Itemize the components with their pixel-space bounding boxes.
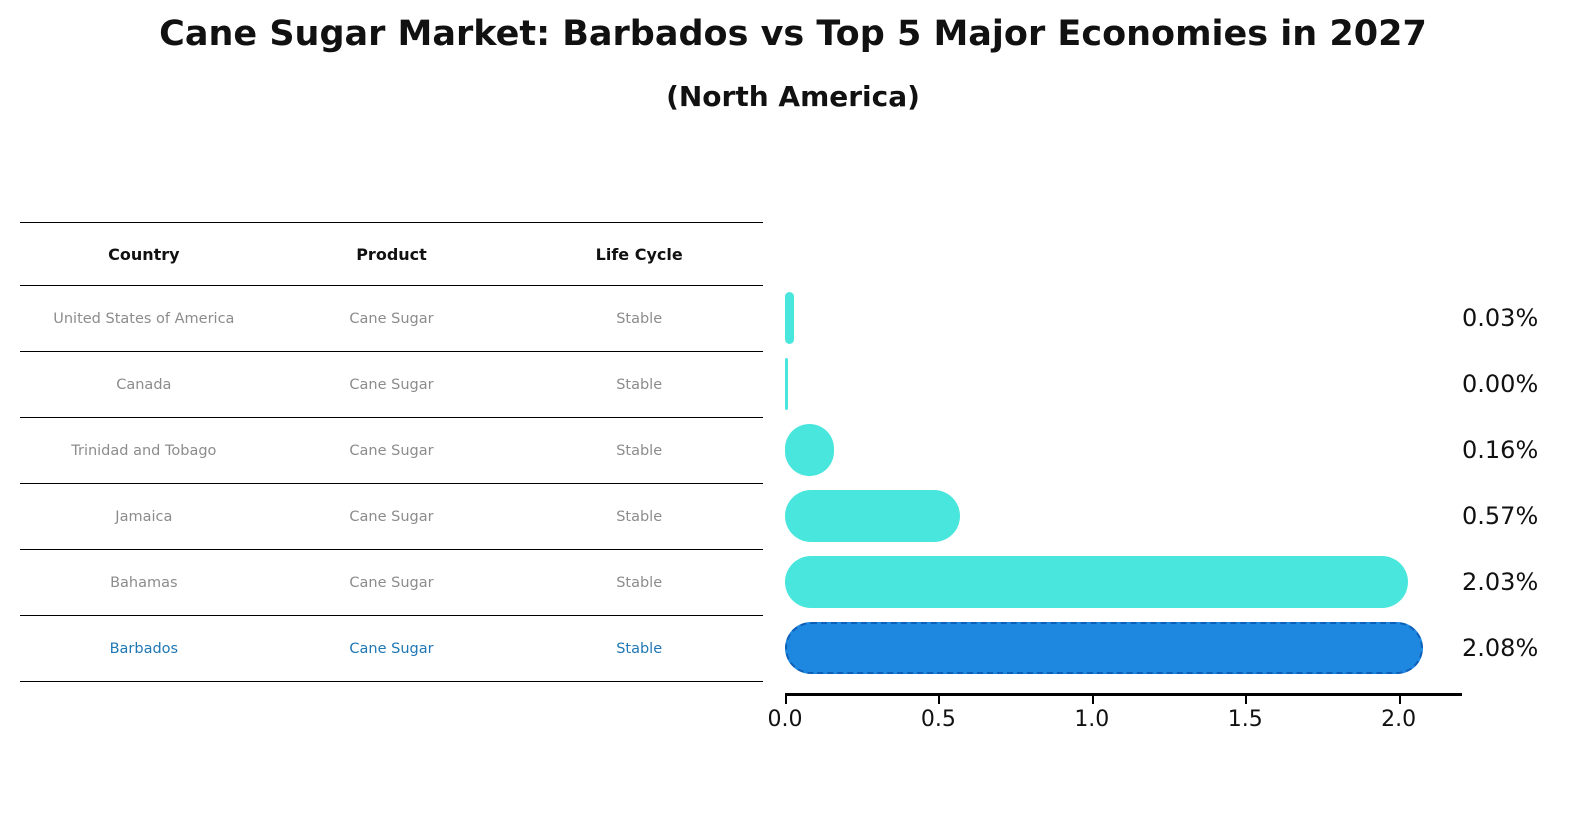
bar-barbados [785, 622, 1424, 674]
chart-title: Cane Sugar Market: Barbados vs Top 5 Maj… [159, 14, 1427, 54]
bar-row [785, 351, 1460, 417]
chart-subtitle: (North America) [666, 80, 920, 113]
table-cell-country: Canada [116, 376, 172, 393]
bar-value-labels: 0.03% 0.00% 0.16% 0.57% 2.03% 2.08% [1462, 285, 1586, 681]
bar-value-label: 2.08% [1462, 634, 1539, 662]
table-row: Jamaica Cane Sugar Stable [20, 484, 763, 549]
table-divider [20, 222, 763, 223]
bar-row [785, 285, 1460, 351]
bar-value-label-row: 2.03% [1462, 549, 1586, 615]
bar-value-label: 0.03% [1462, 304, 1539, 332]
table-cell-product: Cane Sugar [349, 310, 434, 327]
table-divider [20, 615, 763, 616]
bar-value-label-row: 2.08% [1462, 615, 1586, 681]
bar-value-label-row: 0.57% [1462, 483, 1586, 549]
x-axis: 0.0 0.5 1.0 1.5 2.0 [768, 693, 1462, 753]
table-cell-country: Trinidad and Tobago [71, 442, 217, 459]
table-cell-product: Cane Sugar [349, 376, 434, 393]
table-cell-product: Cane Sugar [349, 574, 434, 591]
bar-row [785, 549, 1460, 615]
table-divider [20, 549, 763, 550]
table-divider [20, 483, 763, 484]
table-divider [20, 285, 763, 286]
table-row: United States of America Cane Sugar Stable [20, 286, 763, 351]
table-cell-product: Cane Sugar [349, 508, 434, 525]
bar-value-label: 0.00% [1462, 370, 1539, 398]
table-header-life-cycle: Life Cycle [595, 244, 683, 264]
x-tick [1245, 696, 1248, 704]
table-cell-life-cycle: Stable [616, 376, 663, 393]
x-tick [1398, 696, 1401, 704]
table-cell-country: Barbados [109, 640, 179, 657]
bar-value-label-row: 0.00% [1462, 351, 1586, 417]
table-cell-country: United States of America [53, 310, 235, 327]
table-header-row: Country Product Life Cycle [20, 223, 763, 285]
table-row: Bahamas Cane Sugar Stable [20, 550, 763, 615]
table-cell-product: Cane Sugar [349, 640, 434, 657]
bar-canada [785, 358, 788, 410]
table-header-product: Product [356, 244, 427, 264]
bar-chart-plot-area [785, 285, 1460, 681]
table-cell-product: Cane Sugar [349, 442, 434, 459]
x-tick [938, 696, 941, 704]
x-axis-line [785, 693, 1462, 696]
table-cell-country: Jamaica [115, 508, 173, 525]
bar-bahamas [785, 556, 1408, 608]
bar-row [785, 483, 1460, 549]
table-cell-life-cycle: Stable [616, 574, 663, 591]
country-table: Country Product Life Cycle United States of… [20, 222, 763, 682]
table-row: Barbados Cane Sugar Stable [20, 616, 763, 681]
bar-row [785, 417, 1460, 483]
x-tick [785, 696, 787, 704]
bar-trinidad-and-tobago [785, 424, 835, 476]
table-row: Canada Cane Sugar Stable [20, 352, 763, 417]
bar-value-label: 0.16% [1462, 436, 1539, 464]
bar-jamaica [785, 490, 960, 542]
x-tick-label: 1.0 [1074, 707, 1110, 732]
table-header-country: Country [108, 244, 180, 264]
table-row: Trinidad and Tobago Cane Sugar Stable [20, 418, 763, 483]
table-cell-country: Bahamas [110, 574, 178, 591]
x-tick-label: 0.0 [767, 707, 803, 732]
table-cell-life-cycle: Stable [616, 640, 663, 657]
bar-value-label: 2.03% [1462, 568, 1539, 596]
bar-united-states-of-america [785, 292, 795, 344]
x-tick-label: 2.0 [1381, 707, 1417, 732]
table-divider [20, 417, 763, 418]
bar-value-label: 0.57% [1462, 502, 1539, 530]
x-tick-label: 0.5 [920, 707, 956, 732]
table-cell-life-cycle: Stable [616, 442, 663, 459]
table-divider [20, 681, 763, 682]
x-tick-label: 1.5 [1227, 707, 1263, 732]
bar-row [785, 615, 1460, 681]
table-cell-life-cycle: Stable [616, 508, 663, 525]
table-divider [20, 351, 763, 352]
table-cell-life-cycle: Stable [616, 310, 663, 327]
bar-value-label-row: 0.16% [1462, 417, 1586, 483]
x-tick [1091, 696, 1094, 704]
bar-value-label-row: 0.03% [1462, 285, 1586, 351]
